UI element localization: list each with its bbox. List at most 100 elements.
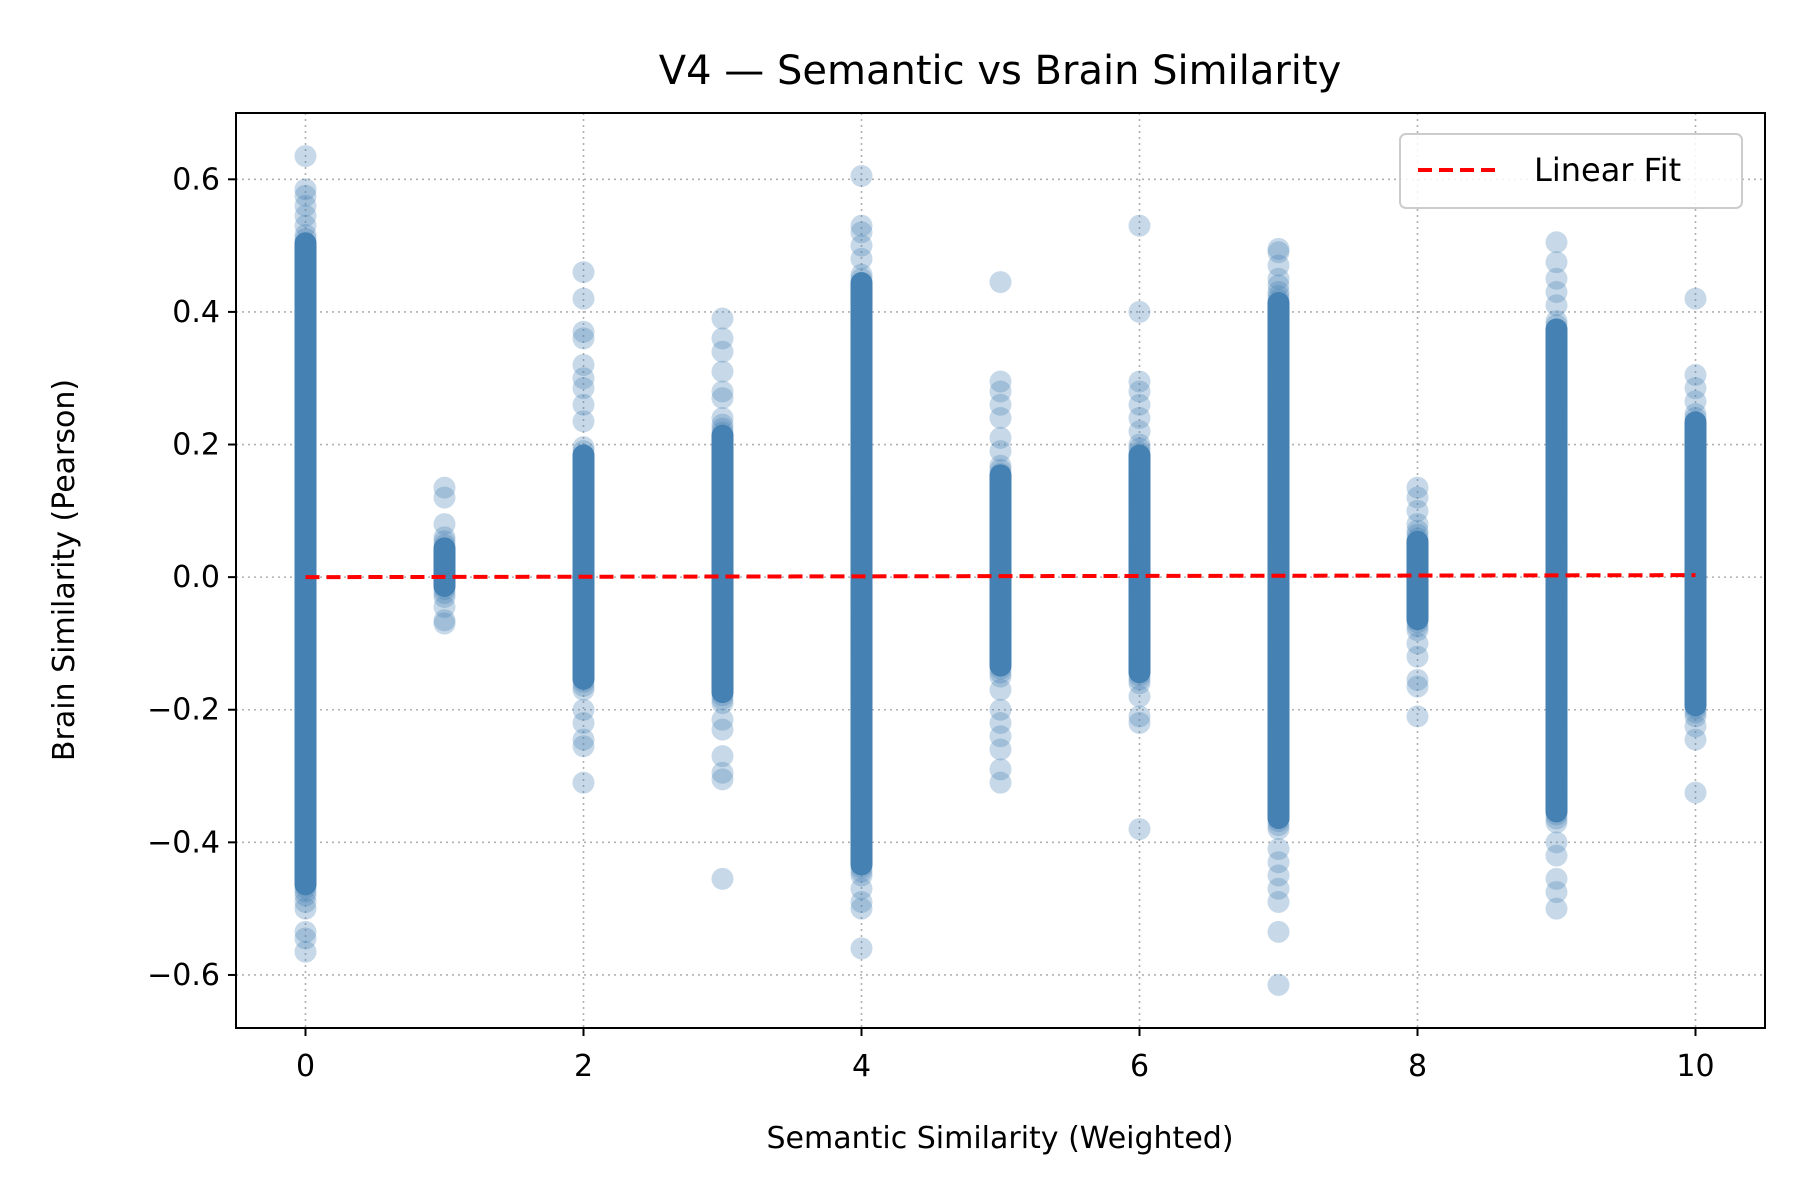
data-point: [850, 832, 873, 855]
data-point: [1267, 507, 1290, 530]
data-point: [1406, 591, 1429, 614]
data-point: [1545, 803, 1568, 826]
data-point: [294, 776, 317, 799]
data-point: [1128, 473, 1151, 496]
data-point: [294, 550, 317, 573]
data-point: [1545, 700, 1568, 723]
data-point: [1267, 316, 1290, 339]
data-point: [294, 665, 317, 688]
data-point: [1406, 705, 1429, 728]
data-point: [572, 771, 595, 794]
data-point: [1684, 454, 1707, 477]
data-point: [1684, 641, 1707, 664]
data-point: [1684, 601, 1707, 624]
data-point: [850, 323, 873, 346]
data-point: [1267, 555, 1290, 578]
data-point: [1267, 818, 1290, 841]
data-point: [1684, 514, 1707, 537]
data-point: [572, 563, 595, 586]
data-point: [1128, 660, 1151, 683]
data-point: [294, 860, 317, 883]
data-point: [572, 583, 595, 606]
data-point: [294, 295, 317, 318]
data-point: [989, 578, 1012, 601]
x-tick-label: 2: [574, 1049, 593, 1084]
data-point: [1128, 453, 1151, 476]
data-point: [1406, 583, 1429, 606]
data-point: [294, 582, 317, 605]
data-point: [294, 745, 317, 768]
data-point: [1545, 799, 1568, 822]
data-point: [1684, 407, 1707, 429]
data-point: [1128, 604, 1151, 627]
data-point: [711, 525, 734, 548]
data-point: [1684, 665, 1707, 688]
data-point: [1545, 751, 1568, 774]
data-point: [294, 800, 317, 823]
data-point: [1406, 611, 1429, 634]
data-point: [711, 628, 734, 651]
data-point: [989, 534, 1012, 557]
data-point: [1684, 542, 1707, 565]
data-point: [433, 546, 456, 569]
data-point: [711, 521, 734, 544]
data-point: [294, 239, 317, 262]
data-point: [1267, 464, 1290, 487]
data-point: [1267, 619, 1290, 642]
data-point: [1545, 636, 1568, 659]
data-point: [711, 453, 734, 476]
data-point: [989, 725, 1012, 748]
data-point: [294, 311, 317, 334]
data-point: [1684, 781, 1707, 804]
data-point: [989, 380, 1012, 403]
data-point: [850, 271, 873, 294]
data-point: [1128, 370, 1151, 393]
data-point: [1267, 408, 1290, 431]
data-point: [1128, 705, 1151, 728]
data-point: [850, 514, 873, 537]
data-point: [850, 542, 873, 565]
data-point: [1545, 429, 1568, 452]
data-point: [294, 629, 317, 652]
data-point: [294, 275, 317, 298]
data-point: [711, 600, 734, 623]
data-point: [850, 351, 873, 374]
data-point: [850, 769, 873, 792]
data-point: [850, 438, 873, 461]
data-point: [850, 506, 873, 529]
data-point: [1267, 348, 1290, 371]
data-point: [1684, 689, 1707, 712]
data-point: [1267, 237, 1290, 260]
data-point: [1267, 750, 1290, 773]
data-point: [1267, 292, 1290, 315]
data-point: [850, 478, 873, 501]
data-point: [1545, 696, 1568, 719]
data-point: [711, 481, 734, 504]
data-point: [1267, 814, 1290, 837]
data-point: [1684, 617, 1707, 640]
data-point: [1684, 582, 1707, 605]
data-point: [989, 661, 1012, 684]
data-point: [1267, 670, 1290, 693]
data-point: [294, 534, 317, 557]
data-point: [294, 784, 317, 807]
data-point: [294, 247, 317, 270]
data-point: [989, 590, 1012, 612]
data-point: [711, 407, 734, 429]
data-point: [850, 303, 873, 326]
data-point: [572, 327, 595, 350]
data-point: [1684, 597, 1707, 620]
data-point: [850, 291, 873, 314]
data-point: [1545, 688, 1568, 711]
data-point: [294, 661, 317, 684]
data-point: [1267, 706, 1290, 729]
data-point: [711, 473, 734, 496]
data-point: [572, 595, 595, 618]
data-point: [1684, 593, 1707, 616]
data-point: [572, 519, 595, 542]
data-point: [1545, 231, 1568, 254]
data-point: [1545, 656, 1568, 679]
data-point: [1267, 674, 1290, 697]
data-point: [1267, 575, 1290, 598]
data-point: [1545, 310, 1568, 333]
